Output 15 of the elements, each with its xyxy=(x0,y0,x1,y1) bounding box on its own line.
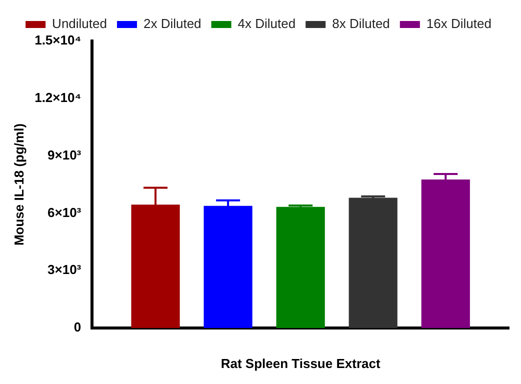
y-tick-label: 0 xyxy=(74,320,82,335)
y-tick-label: 3×10³ xyxy=(48,262,82,278)
legend-label: 16x Diluted xyxy=(426,16,492,32)
legend-label: Undiluted xyxy=(52,16,107,32)
y-tick-label: 1.5×10⁴ xyxy=(34,32,82,48)
y-tick-label: 9×10³ xyxy=(48,147,82,162)
bar xyxy=(348,198,398,328)
x-axis-title: Rat Spleen Tissue Extract xyxy=(220,356,381,371)
legend-label: 2x Diluted xyxy=(143,16,202,32)
legend-label: 4x Diluted xyxy=(238,16,296,32)
legend-label: 8x Diluted xyxy=(332,16,390,32)
bar xyxy=(276,206,325,328)
y-tick-label: 1.2×10⁴ xyxy=(34,90,82,105)
y-axis-title: Mouse IL-18 (pg/ml) xyxy=(11,123,26,246)
y-tick-label: 6×10³ xyxy=(48,204,82,220)
